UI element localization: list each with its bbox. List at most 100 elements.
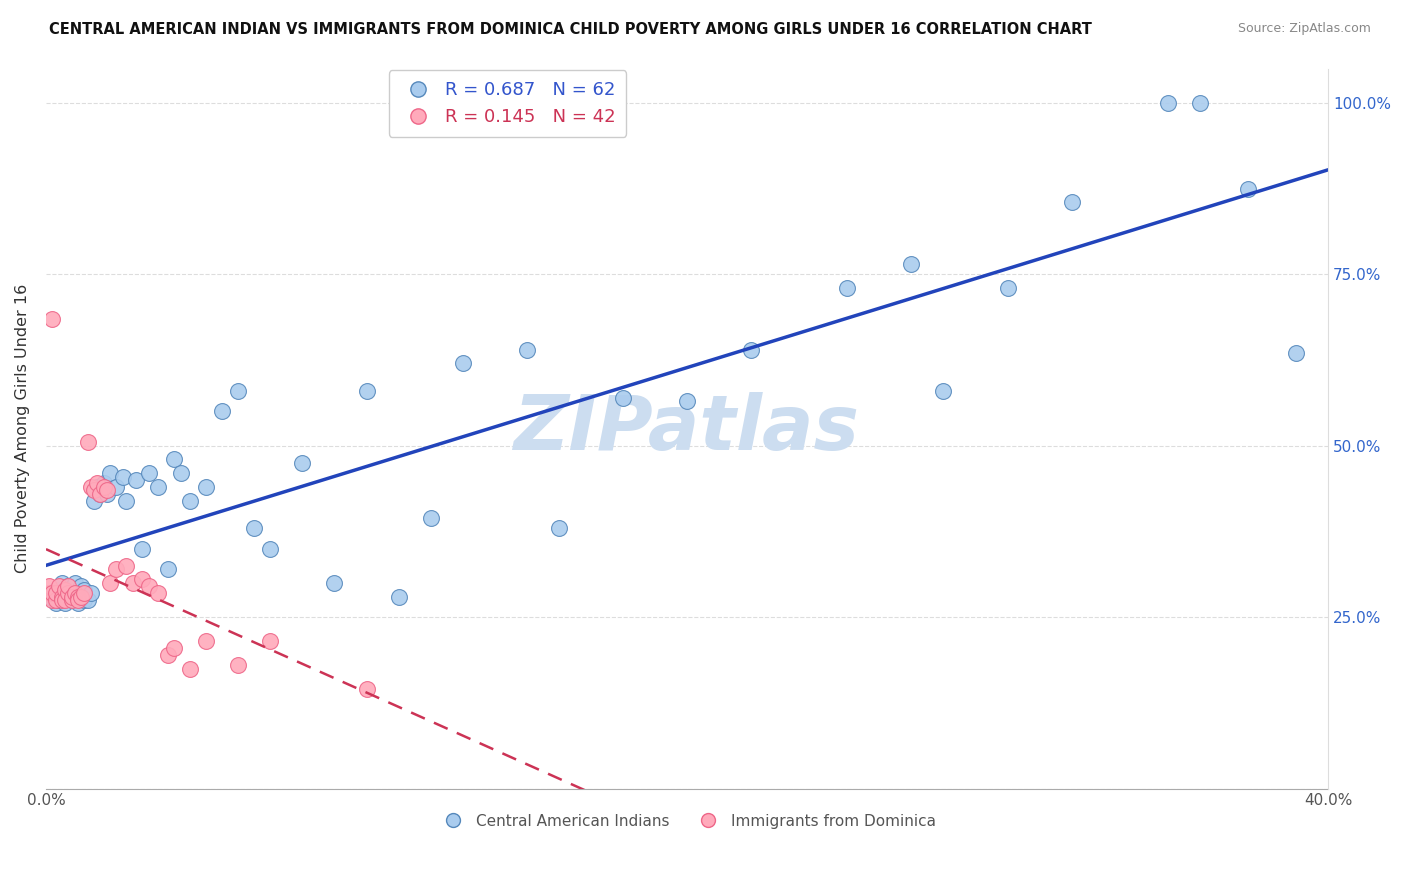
Point xyxy=(93,476,115,491)
Point xyxy=(211,404,233,418)
Point xyxy=(51,590,73,604)
Point xyxy=(41,586,63,600)
Point xyxy=(48,579,70,593)
Point xyxy=(740,343,762,357)
Point xyxy=(53,596,76,610)
Point xyxy=(195,634,218,648)
Point xyxy=(156,562,179,576)
Point xyxy=(1237,181,1260,195)
Point xyxy=(41,593,63,607)
Point xyxy=(997,281,1019,295)
Point xyxy=(138,579,160,593)
Point xyxy=(58,586,80,600)
Point xyxy=(259,634,281,648)
Point xyxy=(53,582,76,597)
Point xyxy=(45,586,67,600)
Point xyxy=(58,579,80,593)
Point xyxy=(63,586,86,600)
Point xyxy=(111,469,134,483)
Point xyxy=(131,541,153,556)
Point xyxy=(66,593,89,607)
Point xyxy=(66,586,89,600)
Point xyxy=(179,493,201,508)
Point xyxy=(53,593,76,607)
Point xyxy=(243,521,266,535)
Point xyxy=(51,575,73,590)
Y-axis label: Child Poverty Among Girls Under 16: Child Poverty Among Girls Under 16 xyxy=(15,284,30,574)
Point xyxy=(131,573,153,587)
Point xyxy=(70,579,93,593)
Point xyxy=(105,480,128,494)
Point xyxy=(1060,195,1083,210)
Point xyxy=(73,593,96,607)
Point xyxy=(80,480,103,494)
Point xyxy=(48,593,70,607)
Point xyxy=(146,480,169,494)
Point xyxy=(60,593,83,607)
Point xyxy=(163,640,186,655)
Point xyxy=(83,493,105,508)
Point xyxy=(89,486,111,500)
Point xyxy=(58,586,80,600)
Point xyxy=(73,586,96,600)
Text: ZIPatlas: ZIPatlas xyxy=(515,392,860,466)
Point xyxy=(356,384,378,398)
Point xyxy=(38,586,60,600)
Point xyxy=(259,541,281,556)
Point xyxy=(58,579,80,593)
Point xyxy=(932,384,955,398)
Point xyxy=(1188,95,1211,110)
Point xyxy=(45,596,67,610)
Point xyxy=(45,593,67,607)
Point xyxy=(547,521,569,535)
Point xyxy=(179,661,201,675)
Point xyxy=(146,586,169,600)
Point xyxy=(900,257,922,271)
Point xyxy=(1157,95,1180,110)
Point xyxy=(38,590,60,604)
Point xyxy=(121,575,143,590)
Point xyxy=(612,391,634,405)
Point xyxy=(73,582,96,597)
Point xyxy=(125,473,148,487)
Legend: Central American Indians, Immigrants from Dominica: Central American Indians, Immigrants fro… xyxy=(432,807,942,835)
Point xyxy=(105,562,128,576)
Point xyxy=(51,593,73,607)
Point xyxy=(60,590,83,604)
Point xyxy=(70,590,93,604)
Point xyxy=(356,682,378,697)
Point xyxy=(45,582,67,597)
Point xyxy=(89,486,111,500)
Point xyxy=(86,480,108,494)
Point xyxy=(66,596,89,610)
Point xyxy=(96,483,118,498)
Point xyxy=(51,590,73,604)
Text: CENTRAL AMERICAN INDIAN VS IMMIGRANTS FROM DOMINICA CHILD POVERTY AMONG GIRLS UN: CENTRAL AMERICAN INDIAN VS IMMIGRANTS FR… xyxy=(49,22,1092,37)
Point xyxy=(63,590,86,604)
Point xyxy=(41,586,63,600)
Point xyxy=(138,466,160,480)
Point xyxy=(60,593,83,607)
Point xyxy=(291,456,314,470)
Point xyxy=(76,435,98,450)
Point xyxy=(76,593,98,607)
Point xyxy=(115,493,138,508)
Point xyxy=(38,579,60,593)
Point xyxy=(163,452,186,467)
Point xyxy=(80,586,103,600)
Point xyxy=(419,510,441,524)
Point xyxy=(323,575,346,590)
Point xyxy=(226,658,249,673)
Point xyxy=(93,480,115,494)
Point xyxy=(516,343,538,357)
Point xyxy=(96,486,118,500)
Point xyxy=(1285,346,1308,360)
Point xyxy=(83,483,105,498)
Point xyxy=(676,394,699,409)
Text: Source: ZipAtlas.com: Source: ZipAtlas.com xyxy=(1237,22,1371,36)
Point xyxy=(115,558,138,573)
Point xyxy=(837,281,859,295)
Point xyxy=(63,575,86,590)
Point xyxy=(98,575,121,590)
Point xyxy=(169,466,191,480)
